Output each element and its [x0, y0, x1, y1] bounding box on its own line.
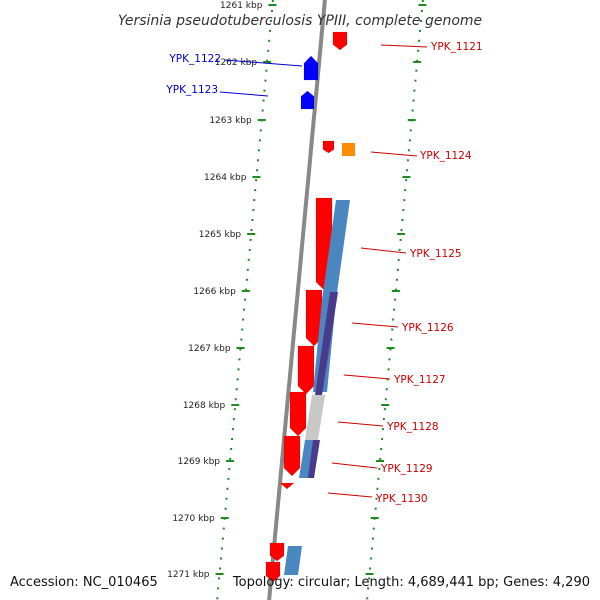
genome-summary: Topology: circular; Length: 4,689,441 bp… [232, 575, 590, 590]
genome-backbone [267, 0, 327, 600]
gene-label-leader [331, 462, 378, 469]
gene-label-leader [351, 322, 399, 328]
gene-label-ypk_1129[interactable]: YPK_1129 [380, 463, 433, 475]
gene-label-ypk_1125[interactable]: YPK_1125 [409, 248, 462, 260]
blast-hit [284, 546, 302, 575]
tick-label: 1265 kbp [199, 230, 242, 240]
tick-label: 1268 kbp [183, 401, 226, 411]
tick-label: 1267 kbp [188, 344, 231, 354]
gene-label-ypk_1122[interactable]: YPK_1122 [168, 53, 221, 65]
gene-label-ypk_1130[interactable]: YPK_1130 [375, 493, 428, 505]
cds-arrow[interactable] [332, 31, 348, 51]
cds-arrow[interactable] [265, 561, 281, 583]
tick-label: 1262 kbp [215, 58, 258, 68]
cds-arrow[interactable] [269, 542, 285, 562]
tick-label: 1269 kbp [178, 457, 221, 467]
gene-label-ypk_1121[interactable]: YPK_1121 [430, 41, 483, 53]
blast-hit [322, 200, 350, 300]
tick-label: 1271 kbp [167, 570, 210, 580]
gene-label-leader [337, 421, 384, 427]
ruler-dotted-line-245 [216, 0, 274, 600]
tick-label: 1264 kbp [204, 173, 247, 183]
blast-hit [305, 395, 325, 440]
gene-arrow-forward[interactable] [300, 90, 315, 110]
gene-label-ypk_1127[interactable]: YPK_1127 [393, 374, 446, 386]
tick-label: 1263 kbp [209, 116, 252, 126]
cds-arrow[interactable] [289, 391, 307, 437]
cds-arrow-small[interactable] [280, 483, 294, 489]
gene-label-ypk_1128[interactable]: YPK_1128 [386, 421, 439, 433]
gene-label-ypk_1123[interactable]: YPK_1123 [165, 84, 218, 96]
gene-label-leader [224, 59, 303, 67]
blast-hit [308, 440, 320, 478]
gene-label-leader [327, 492, 373, 498]
accession-label: Accession: NC_010465 [10, 575, 158, 590]
tick-label: 1270 kbp [172, 514, 215, 524]
gene-label-ypk_1126[interactable]: YPK_1126 [401, 322, 454, 334]
gene-label-leader [219, 91, 269, 97]
cds-arrow[interactable] [297, 345, 315, 395]
cds-arrow[interactable] [283, 435, 301, 477]
ruler-dotted-line-395 [366, 0, 424, 600]
tick-label: 1261 kbp [220, 1, 263, 11]
cds-arrow[interactable] [322, 140, 335, 154]
orange-feature[interactable] [342, 143, 355, 156]
gene-label-leader [360, 247, 407, 254]
tick-label: 1266 kbp [193, 287, 236, 297]
gene-label-ypk_1124[interactable]: YPK_1124 [419, 150, 472, 162]
gene-arrow-forward[interactable] [303, 55, 319, 81]
gene-label-leader [370, 151, 418, 157]
blast-hit [315, 292, 338, 395]
gene-label-leader [343, 374, 391, 380]
gene-label-leader [380, 44, 428, 48]
